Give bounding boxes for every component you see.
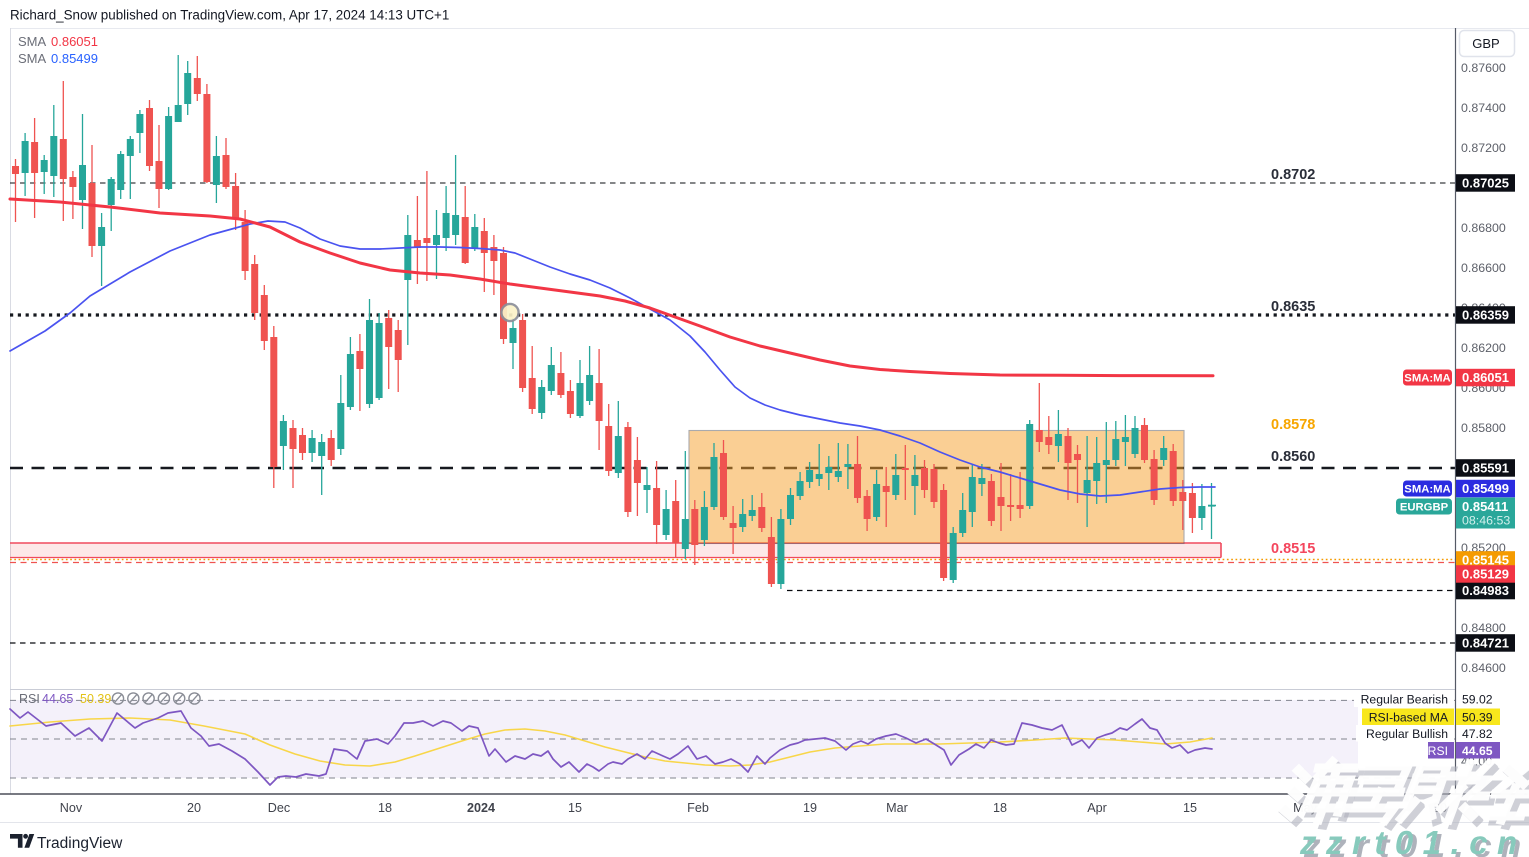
svg-text:SMA:MA: SMA:MA [1404,373,1450,385]
svg-text:zzrt01.cn: zzrt01.cn [1299,824,1527,857]
svg-text:SMA:MA: SMA:MA [1404,484,1450,496]
svg-text:0.84800: 0.84800 [1461,621,1506,635]
svg-text:0.85411: 0.85411 [1462,499,1508,514]
svg-text:zzrt01.cn: zzrt01.cn [1303,827,1529,857]
svg-text:Feb: Feb [687,801,709,815]
svg-text:0.8515: 0.8515 [1271,541,1315,557]
svg-text:TradingView: TradingView [37,835,123,852]
svg-text:RSI: RSI [19,692,40,706]
svg-text:RSI: RSI [1428,744,1448,758]
svg-text:EURGBP: EURGBP [1400,502,1449,514]
svg-text:Regular Bearish: Regular Bearish [1361,693,1448,707]
svg-text:0.8578: 0.8578 [1271,417,1315,433]
svg-text:44.65: 44.65 [42,692,73,706]
svg-text:Richard_Snow published on Trad: Richard_Snow published on TradingView.co… [10,8,449,23]
svg-text:15: 15 [1183,801,1197,815]
svg-text:0.84721: 0.84721 [1462,636,1509,651]
svg-text:SMA: SMA [18,34,47,49]
svg-text:Regular Bullish: Regular Bullish [1366,727,1448,741]
svg-text:0.86051: 0.86051 [51,34,98,49]
svg-text:50.39: 50.39 [80,692,111,706]
svg-text:Apr: Apr [1087,801,1107,815]
svg-text:59.02: 59.02 [1462,693,1493,707]
svg-text:0.8560: 0.8560 [1271,449,1315,465]
svg-text:0.86051: 0.86051 [1462,370,1509,385]
svg-text:Dec: Dec [268,801,290,815]
svg-text:0.84600: 0.84600 [1461,661,1506,675]
svg-text:19: 19 [803,801,817,815]
svg-text:0.8702: 0.8702 [1271,167,1315,183]
svg-text:0.87200: 0.87200 [1461,141,1506,155]
svg-text:18: 18 [378,801,392,815]
svg-text:08:46:53: 08:46:53 [1462,514,1510,528]
svg-text:47.82: 47.82 [1462,727,1493,741]
svg-text:0.86800: 0.86800 [1461,221,1506,235]
svg-text:0.86359: 0.86359 [1462,308,1509,323]
svg-text:18: 18 [993,801,1007,815]
svg-text:0.85499: 0.85499 [1462,481,1509,496]
svg-text:0.86600: 0.86600 [1461,261,1506,275]
svg-text:Nov: Nov [60,801,83,815]
svg-text:GBP: GBP [1472,36,1499,51]
svg-text:0.84983: 0.84983 [1462,583,1509,598]
svg-text:0.85129: 0.85129 [1462,567,1509,582]
svg-text:0.87600: 0.87600 [1461,61,1506,75]
svg-text:0.85499: 0.85499 [51,51,98,66]
svg-text:50.39: 50.39 [1462,711,1493,725]
svg-text:0.86200: 0.86200 [1461,341,1506,355]
svg-text:RSI-based MA: RSI-based MA [1369,711,1449,725]
svg-text:0.87400: 0.87400 [1461,101,1506,115]
svg-text:44.65: 44.65 [1462,744,1493,758]
svg-text:0.8635: 0.8635 [1271,299,1315,315]
svg-text:0.85145: 0.85145 [1462,553,1509,568]
svg-text:0.87025: 0.87025 [1462,176,1509,191]
svg-text:15: 15 [568,801,582,815]
svg-text:Mar: Mar [886,801,908,815]
svg-text:2024: 2024 [467,801,495,815]
svg-text:0.85800: 0.85800 [1461,421,1506,435]
svg-text:20: 20 [187,801,201,815]
svg-text:SMA: SMA [18,51,47,66]
svg-text:0.85591: 0.85591 [1462,461,1509,476]
